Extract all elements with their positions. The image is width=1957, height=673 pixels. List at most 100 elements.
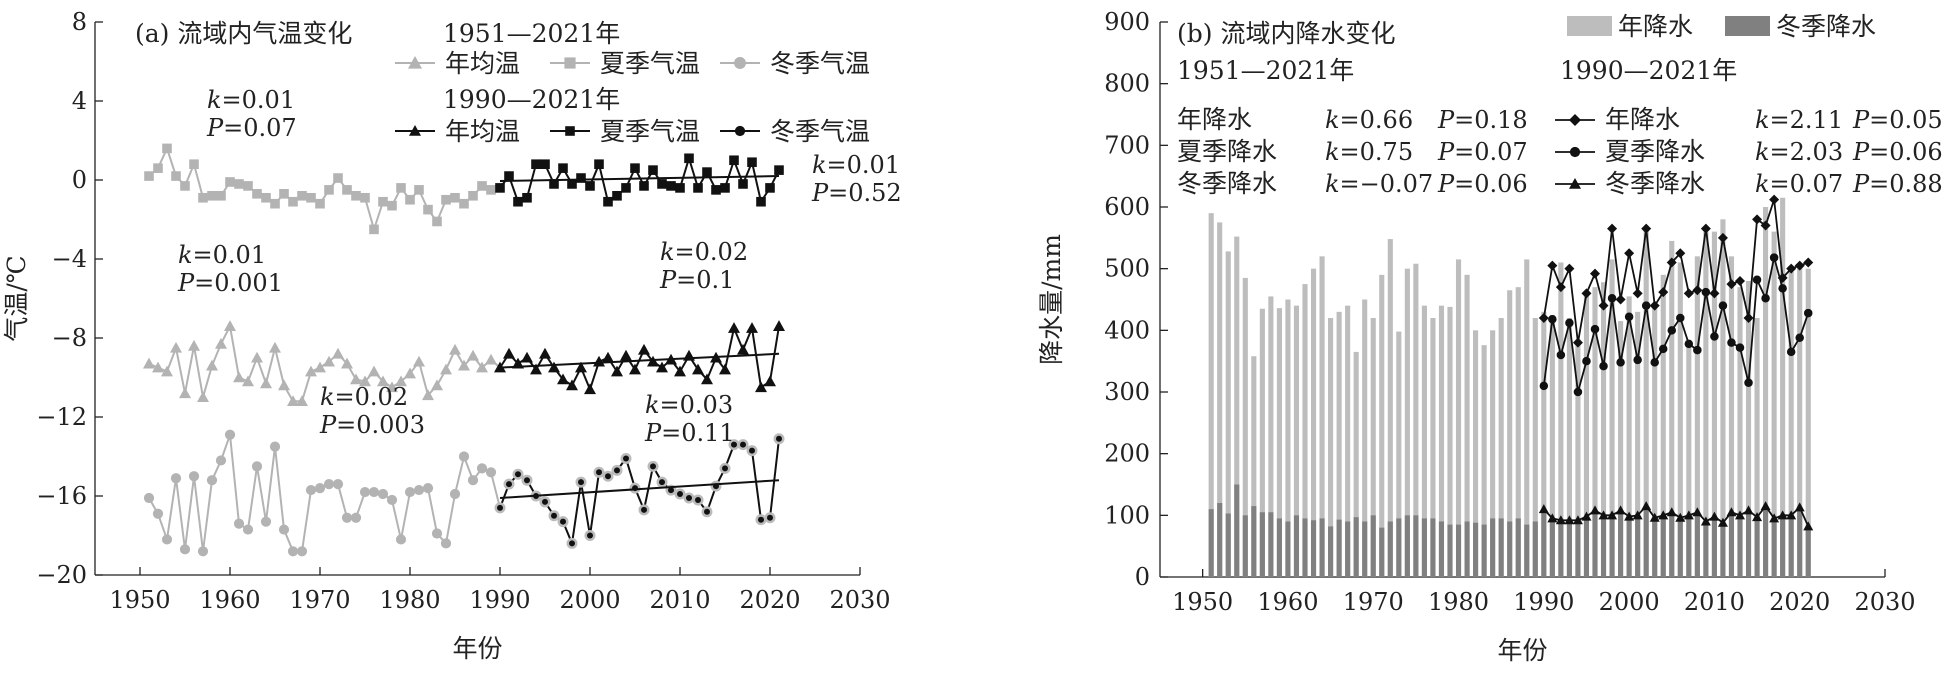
data-point [269, 441, 281, 452]
data-point [584, 383, 596, 395]
data-point [611, 365, 623, 377]
data-point [755, 381, 767, 393]
data-point [656, 361, 668, 373]
p-symbol: P [1852, 170, 1870, 198]
winter-precip-bar [1549, 518, 1555, 577]
data-point [422, 389, 434, 401]
winter-precip-bar [1276, 518, 1282, 577]
x-tick-label: 2000 [559, 586, 620, 614]
data-point [405, 194, 415, 205]
stat-annotation-k-symbol: k [178, 241, 193, 269]
x-tick-label: 1980 [379, 586, 440, 614]
x-tick-label: 1950 [1172, 588, 1233, 616]
stat-annotation-k-symbol: k [812, 151, 827, 179]
data-point [324, 185, 334, 195]
annual-precip-bar [1310, 268, 1317, 577]
k-value: =2.03 [1770, 138, 1844, 166]
y-tick-label: −20 [36, 561, 87, 589]
winter-precip-bar [1763, 506, 1769, 577]
data-point [440, 363, 452, 375]
y-tick-label: 400 [1104, 316, 1150, 344]
winter-precip-bar [1626, 516, 1632, 577]
data-point [144, 171, 154, 181]
annual-precip-bar [1413, 263, 1419, 577]
annual-precip-bar [1421, 305, 1427, 577]
data-point [261, 192, 271, 203]
data-point [684, 153, 694, 164]
stat-k-1990-2021: k=2.11 [1755, 106, 1843, 134]
winter-precip-bar [1780, 515, 1786, 577]
annual-precip-bar [1430, 318, 1436, 577]
annual-precip-bar [1703, 231, 1709, 577]
data-point [197, 546, 209, 557]
data-point [1615, 505, 1626, 515]
data-point [252, 189, 262, 199]
data-point [359, 486, 371, 498]
data-point [1624, 248, 1635, 259]
data-point [369, 224, 379, 235]
data-point [341, 357, 353, 369]
data-point [1632, 510, 1643, 520]
annual-precip-bar [1745, 281, 1752, 577]
k-symbol: k [1325, 106, 1340, 134]
annual-precip-bar [1609, 259, 1615, 577]
data-point [485, 467, 497, 478]
winter-precip-bar [1259, 512, 1265, 577]
annual-precip-bar [1694, 256, 1700, 577]
x-axis-label: 年份 [1497, 636, 1547, 665]
k-symbol: k [1755, 170, 1770, 198]
stat-annotation-p-symbol: P [319, 411, 337, 439]
stat-annotation-p: P=0.07 [206, 114, 297, 142]
stat-annotation-k: k=0.02 [320, 383, 408, 411]
data-point [530, 363, 542, 375]
data-point [170, 473, 182, 484]
winter-precip-bar [1490, 518, 1496, 577]
data-point [576, 173, 586, 183]
data-point [351, 191, 361, 201]
data-point [278, 524, 290, 535]
data-point [1590, 268, 1600, 279]
stat-annotation-p-symbol: P [811, 179, 829, 207]
annual-precip-bar [1276, 308, 1282, 577]
stat-annotation-k-value: =0.01 [222, 86, 296, 114]
legend-marker-1990-2021 [565, 126, 575, 136]
annual-precip-bar [1797, 265, 1803, 577]
x-tick-label: 1990 [1513, 588, 1574, 616]
data-point [1684, 339, 1694, 349]
data-point [189, 159, 199, 169]
data-point [657, 179, 667, 189]
data-point [1700, 516, 1711, 526]
data-point [1599, 361, 1608, 371]
data-point [1675, 512, 1686, 522]
data-point [1624, 312, 1634, 322]
data-point [467, 475, 479, 486]
legend-label-1951-2021: 冬季气温 [770, 49, 870, 78]
legend-label-1951-2021: 年均温 [445, 49, 520, 78]
k-value: =−0.07 [1340, 170, 1434, 198]
data-point [1607, 223, 1618, 234]
annual-precip-bar [1728, 256, 1735, 577]
stat-annotation-p: P=0.001 [177, 269, 283, 297]
data-point [1632, 288, 1643, 299]
data-point [476, 361, 488, 373]
stat-annotation-p: P=0.1 [659, 266, 734, 294]
stat-p-1990-2021: P=0.88 [1852, 170, 1943, 198]
data-point [431, 528, 443, 539]
data-point [179, 544, 191, 555]
data-point [1564, 515, 1575, 525]
p-value: =0.06 [1869, 138, 1943, 166]
annual-precip-bar [1464, 274, 1470, 577]
winter-precip-bar [1387, 521, 1393, 577]
x-tick-label: 2020 [739, 586, 800, 614]
data-point [215, 337, 227, 349]
data-point [278, 379, 290, 391]
winter-precip-bar [1251, 506, 1257, 577]
trend-line [499, 479, 780, 499]
annual-precip-bar [1532, 318, 1538, 577]
data-point [350, 512, 362, 523]
k-symbol: k [1325, 138, 1340, 166]
data-point [449, 488, 461, 500]
winter-precip-bar [1737, 515, 1743, 577]
stat-annotation-k-symbol: k [207, 86, 222, 114]
